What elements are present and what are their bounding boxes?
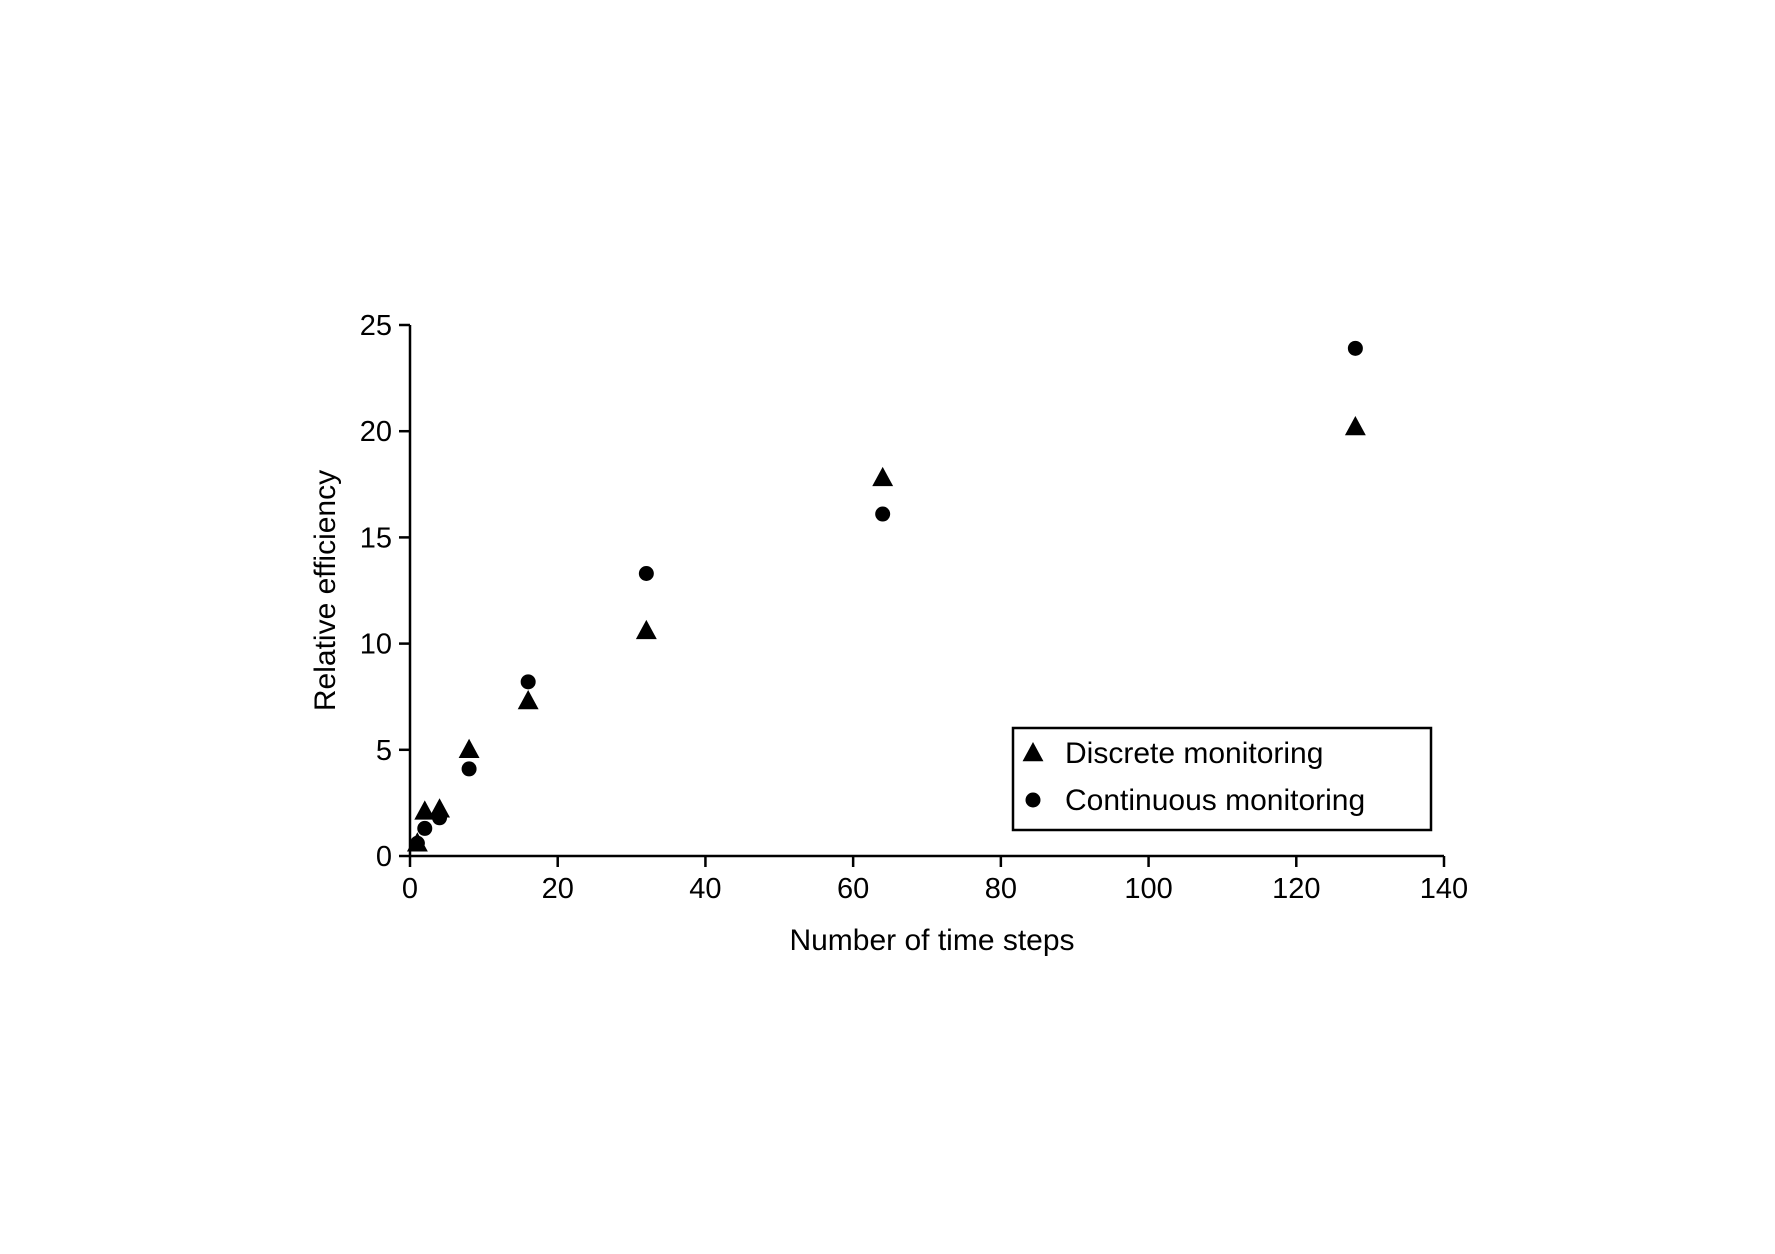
legend-box (1011, 726, 1433, 832)
legend-circle-marker (1025, 792, 1041, 808)
x-tick-label: 0 (402, 873, 418, 905)
legend-label: Discrete monitoring (1065, 737, 1323, 770)
legend-triangle-marker (1022, 742, 1044, 762)
x-tick-label: 60 (837, 873, 869, 905)
y-tick-label: 25 (360, 310, 392, 342)
circle-point (1347, 340, 1363, 356)
x-axis-title: Number of time steps (789, 924, 1074, 957)
circle-point (432, 810, 448, 826)
circle-point (409, 835, 425, 851)
y-tick-label: 20 (360, 416, 392, 448)
triangle-point (1344, 415, 1366, 436)
x-tick-label: 20 (542, 873, 574, 905)
y-tick-label: 0 (376, 841, 392, 873)
x-tick-label: 120 (1272, 873, 1320, 905)
x-tick-label: 40 (689, 873, 721, 905)
x-tick-label: 100 (1124, 873, 1172, 905)
legend: Discrete monitoring Continuous monitoring (1011, 726, 1433, 832)
y-tick-label: 10 (360, 629, 392, 661)
y-axis-title: Relative efficiency (309, 470, 342, 711)
x-tick-label: 140 (1420, 873, 1468, 905)
legend-label: Continuous monitoring (1065, 784, 1365, 817)
y-tick-label: 5 (376, 735, 392, 767)
circle-point (417, 820, 433, 836)
ticks: 0 20 40 60 80 100 120 140 0 5 10 15 20 25 (360, 310, 1468, 905)
circle-point (638, 566, 654, 582)
circle-point (875, 506, 891, 522)
x-tick-label: 80 (985, 873, 1017, 905)
triangle-point (872, 466, 894, 487)
circle-point (461, 761, 477, 777)
triangle-point (517, 689, 539, 710)
triangle-point (635, 619, 657, 640)
data-points (406, 340, 1366, 852)
y-tick-label: 15 (360, 522, 392, 554)
triangle-point (458, 738, 480, 759)
triangle-point (414, 800, 436, 820)
circle-point (520, 674, 536, 690)
axes (408, 325, 1444, 858)
